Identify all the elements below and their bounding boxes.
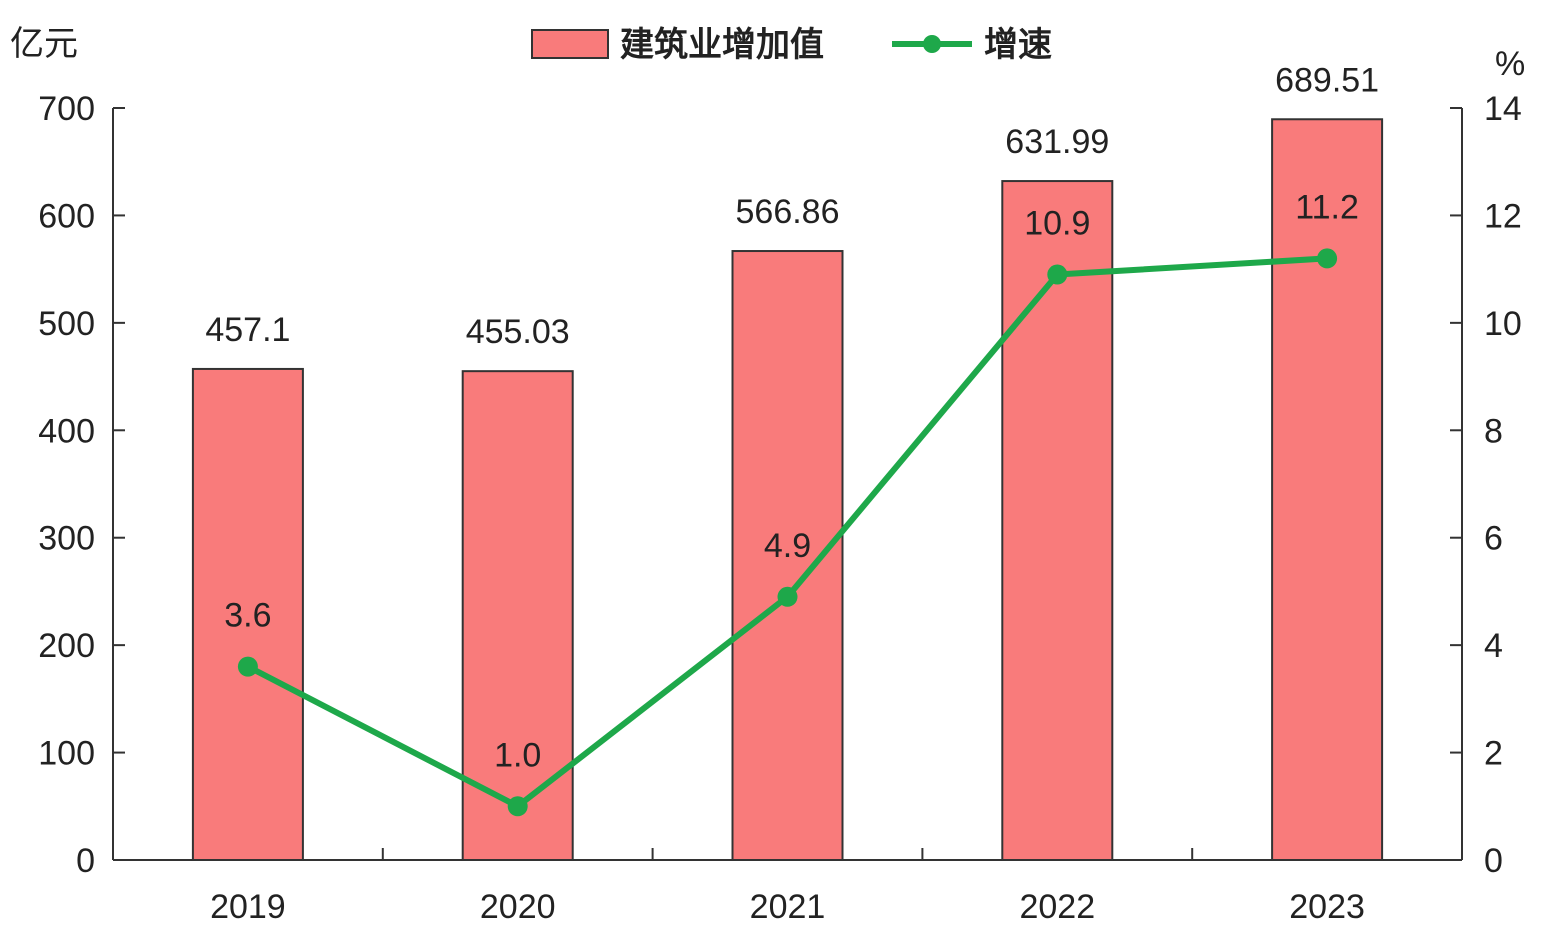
growth-value-label: 4.9 [764, 527, 811, 565]
x-axis-ticks: 2019 2020 2021 2022 2023 [210, 848, 1365, 926]
growth-value-label: 11.2 [1295, 188, 1359, 226]
left-tick-label: 500 [38, 305, 95, 343]
bar [1001, 180, 1114, 861]
x-tick-label: 2019 [210, 888, 286, 926]
right-tick-label: 8 [1484, 412, 1503, 450]
legend: 建筑业增加值 增速 [531, 26, 1052, 64]
legend-line-marker [923, 35, 941, 53]
bar-value-label: 457.1 [205, 311, 290, 349]
left-axis-ticks: 0 100 200 300 400 500 600 700 [38, 90, 125, 880]
right-tick-label: 14 [1484, 90, 1522, 128]
growth-point [1317, 248, 1338, 269]
right-tick-label: 12 [1484, 197, 1522, 235]
growth-point [507, 796, 528, 817]
growth-value-label: 1.0 [494, 736, 541, 774]
x-tick-label: 2023 [1289, 888, 1365, 926]
bar-value-label: 631.99 [1005, 123, 1109, 161]
left-tick-label: 100 [38, 735, 95, 773]
bar-value-label: 455.03 [466, 313, 570, 351]
right-axis-ticks: 0 2 4 6 8 10 12 14 [1450, 90, 1522, 880]
growth-point [237, 656, 258, 677]
bar [1271, 118, 1384, 861]
left-tick-label: 400 [38, 412, 95, 450]
left-tick-label: 0 [76, 842, 95, 880]
bar-value-label: 689.51 [1275, 61, 1379, 99]
right-tick-label: 6 [1484, 520, 1503, 558]
bar [191, 367, 304, 861]
bar-value-label: 566.86 [736, 193, 840, 231]
legend-line-label: 增速 [984, 26, 1052, 64]
x-tick-label: 2022 [1019, 888, 1095, 926]
bar-series: 457.1 455.03 566.86 631.99 689.51 [191, 61, 1384, 861]
left-tick-label: 600 [38, 197, 95, 235]
line-series: 3.6 1.0 4.9 10.9 11.2 [224, 188, 1359, 817]
legend-bar-swatch [531, 29, 609, 59]
growth-point [1047, 264, 1068, 285]
growth-point [777, 586, 798, 607]
right-tick-label: 2 [1484, 735, 1503, 773]
left-tick-label: 700 [38, 90, 95, 128]
growth-value-label: 3.6 [224, 597, 271, 635]
right-tick-label: 10 [1484, 305, 1522, 343]
right-tick-label: 0 [1484, 842, 1503, 880]
x-tick-label: 2021 [750, 888, 826, 926]
legend-bar-label: 建筑业增加值 [620, 26, 824, 64]
x-tick-label: 2020 [480, 888, 556, 926]
right-axis-unit: % [1495, 45, 1525, 83]
left-tick-label: 300 [38, 520, 95, 558]
growth-value-label: 10.9 [1024, 205, 1090, 243]
left-axis-unit: 亿元 [10, 25, 78, 63]
right-tick-label: 4 [1484, 627, 1503, 665]
left-tick-label: 200 [38, 627, 95, 665]
